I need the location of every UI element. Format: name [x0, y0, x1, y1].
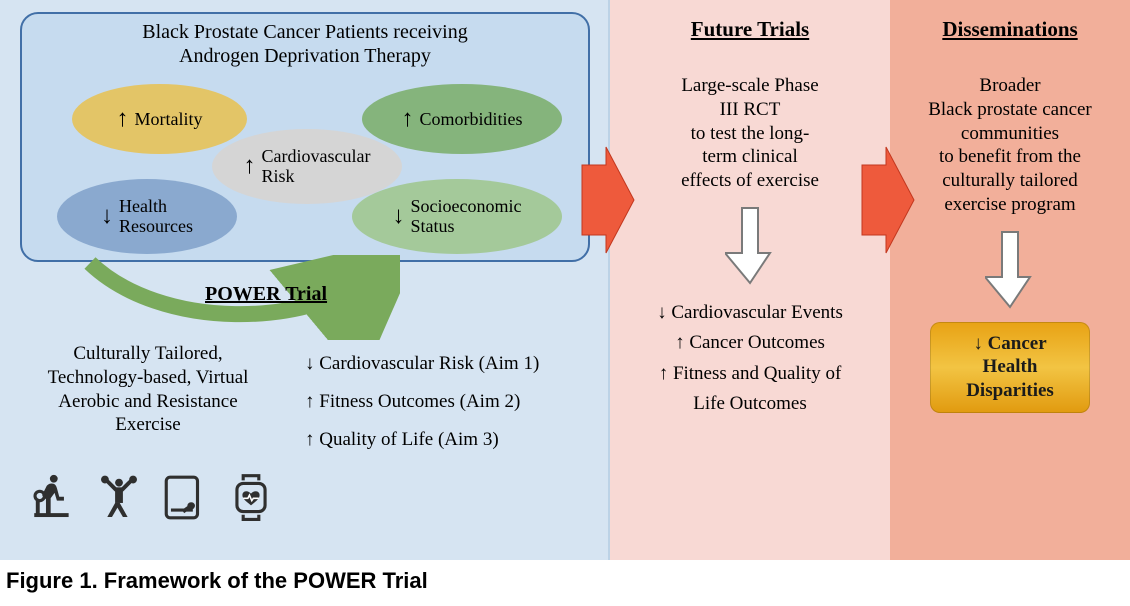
ellipse-comorbid: Comorbidities	[362, 84, 562, 154]
title-line1: Black Prostate Cancer Patients receiving	[142, 21, 467, 43]
figure-wrapper: Black Prostate Cancer Patients receiving…	[0, 0, 1130, 602]
flow-arrow-2	[860, 145, 916, 255]
down-arrow-mid	[725, 203, 775, 288]
mid-desc: Large-scale PhaseIII RCTto test the long…	[610, 74, 890, 193]
mid-outcomes: ↓ Cardiovascular Events↑ Cancer Outcomes…	[610, 298, 890, 420]
panel-left: Black Prostate Cancer Patients receiving…	[0, 0, 610, 560]
right-header: Disseminations	[890, 0, 1130, 42]
power-trial-label: POWER Trial	[205, 283, 327, 306]
ellipse-ses: SocioeconomicStatus	[352, 179, 562, 254]
down-arrow-right	[985, 227, 1035, 312]
flow-arrow-1	[580, 145, 636, 255]
ellipse-health: HealthResources	[57, 179, 237, 254]
weightlifting-icon	[94, 470, 144, 525]
problem-box-title: Black Prostate Cancer Patients receiving…	[22, 14, 588, 68]
icons-row	[28, 470, 276, 525]
right-desc: BroaderBlack prostate cancercommunitiest…	[890, 74, 1130, 217]
panel-middle: Future Trials Large-scale PhaseIII RCTto…	[610, 0, 890, 560]
figure: Black Prostate Cancer Patients receiving…	[0, 0, 1130, 560]
gold-box: ↓ CancerHealthDisparities	[930, 322, 1090, 413]
problem-box: Black Prostate Cancer Patients receiving…	[20, 12, 590, 262]
panel-right: Disseminations BroaderBlack prostate can…	[890, 0, 1130, 560]
smartwatch-icon	[226, 470, 276, 525]
ellipse-mortality: Mortality	[72, 84, 247, 154]
figure-caption: Figure 1. Framework of the POWER Trial	[0, 560, 1130, 602]
tablet-icon	[160, 470, 210, 525]
intervention-text: Culturally Tailored,Technology-based, Vi…	[18, 342, 278, 437]
title-line2: Androgen Deprivation Therapy	[179, 45, 431, 67]
cycling-icon	[28, 470, 78, 525]
aims-list: ↓ Cardiovascular Risk (Aim 1)↑ Fitness O…	[305, 345, 539, 459]
mid-header: Future Trials	[610, 0, 890, 42]
